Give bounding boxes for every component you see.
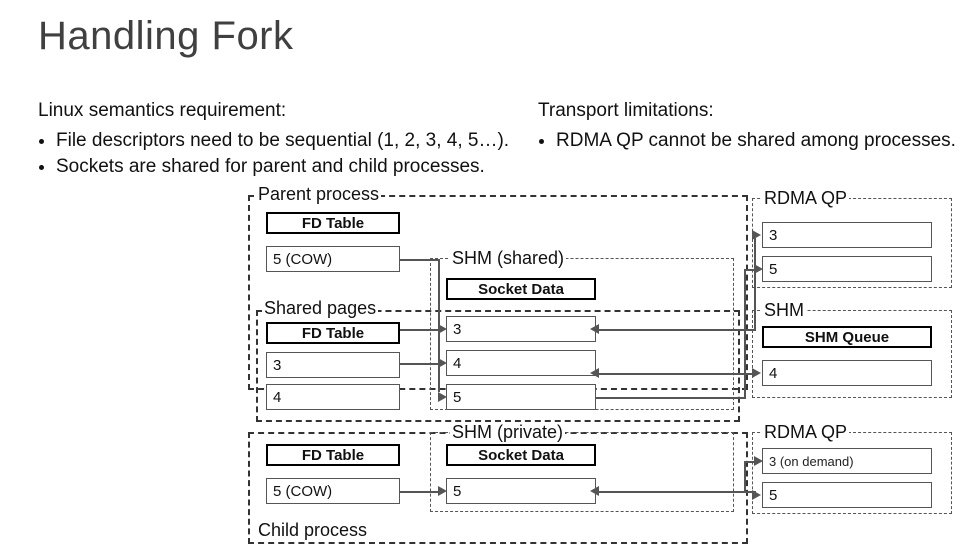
arrow-icon	[438, 324, 447, 334]
right-bullets: RDMA QP cannot be shared among processes…	[538, 128, 968, 154]
fd-table-header-parent: FD Table	[266, 212, 400, 234]
fd-cell-shared: 3	[266, 352, 400, 378]
edge	[596, 397, 746, 399]
socket-cell-shared: 5	[446, 384, 596, 410]
arrow-icon	[438, 486, 447, 496]
fd-cell-child: 5 (COW)	[266, 478, 400, 504]
right-header: Transport limitations:	[538, 98, 968, 124]
shm-shared-label: SHM (shared)	[450, 248, 566, 269]
edge	[744, 461, 746, 491]
arrow-icon	[438, 392, 447, 402]
shared-pages-label: Shared pages	[262, 298, 378, 319]
fd-table-header-shared: FD Table	[266, 322, 400, 344]
left-bullets: File descriptors need to be sequential (…	[38, 128, 518, 180]
parent-process-label: Parent process	[256, 184, 381, 205]
edge	[400, 259, 440, 261]
slide-title: Handling Fork	[38, 14, 294, 59]
rdma-cell-top: 5	[762, 256, 932, 282]
left-column: Linux semantics requirement: File descri…	[38, 98, 518, 181]
shm-label: SHM	[762, 300, 806, 321]
shm-queue-header: SHM Queue	[762, 326, 932, 348]
edge	[754, 235, 756, 329]
arrow-icon	[590, 368, 599, 378]
edge	[596, 491, 756, 493]
edge	[596, 373, 756, 375]
rdma-qp-top-label: RDMA QP	[762, 188, 849, 209]
edge	[400, 363, 440, 365]
socket-data-header-shared: Socket Data	[446, 278, 596, 300]
arrow-icon	[754, 456, 763, 466]
socket-data-header-private: Socket Data	[446, 444, 596, 466]
edge	[744, 269, 746, 397]
socket-cell-private: 5	[446, 478, 596, 504]
arrow-icon	[752, 368, 761, 378]
rdma-cell-bottom: 3 (on demand)	[762, 448, 932, 474]
arrow-icon	[438, 358, 447, 368]
arrow-icon	[752, 230, 761, 240]
edge	[400, 491, 440, 493]
left-header: Linux semantics requirement:	[38, 98, 518, 124]
arrow-icon	[590, 324, 599, 334]
fd-table-header-child: FD Table	[266, 444, 400, 466]
arrow-icon	[752, 490, 761, 500]
shm-queue-cell: 4	[762, 360, 932, 386]
right-bullet: RDMA QP cannot be shared among processes…	[556, 128, 968, 154]
arrow-icon	[754, 264, 763, 274]
edge	[400, 329, 440, 331]
rdma-qp-bottom-label: RDMA QP	[762, 422, 849, 443]
rdma-cell-top: 3	[762, 222, 932, 248]
right-column: Transport limitations: RDMA QP cannot be…	[538, 98, 968, 154]
socket-cell-shared: 3	[446, 316, 596, 342]
left-bullet: Sockets are shared for parent and child …	[56, 154, 518, 180]
edge	[596, 329, 756, 331]
child-process-label: Child process	[256, 520, 369, 541]
rdma-cell-bottom: 5	[762, 482, 932, 508]
shm-private-label: SHM (private)	[450, 422, 565, 443]
fd-cell-parent: 5 (COW)	[266, 246, 400, 272]
socket-cell-shared: 4	[446, 350, 596, 376]
fd-cell-shared: 4	[266, 384, 400, 410]
arrow-icon	[590, 486, 599, 496]
left-bullet: File descriptors need to be sequential (…	[56, 128, 518, 154]
